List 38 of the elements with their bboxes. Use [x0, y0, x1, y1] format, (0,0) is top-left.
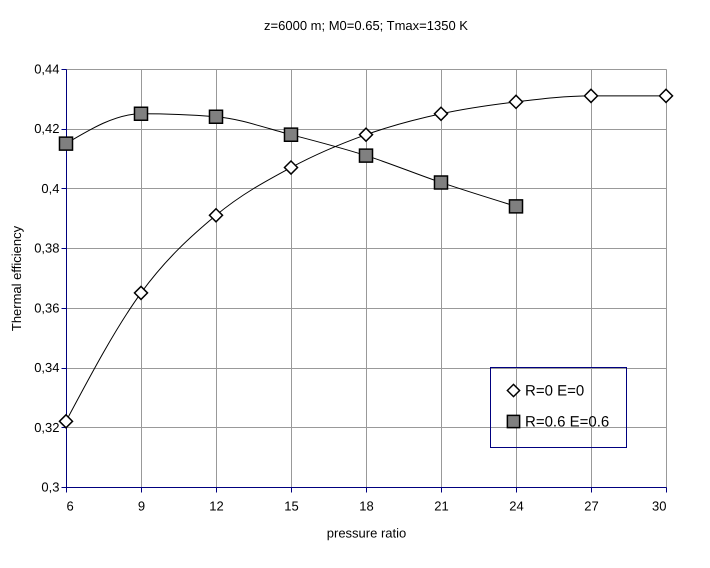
point	[584, 88, 598, 104]
point	[208, 208, 224, 223]
point	[434, 175, 448, 190]
y-tick-label: 0,36	[34, 300, 60, 316]
point	[284, 160, 298, 175]
legend-label: R=0.6 E=0.6	[525, 414, 610, 430]
y-axis-title: Thermal efficiency	[9, 225, 24, 332]
point	[508, 94, 524, 110]
y-tick-label: 0,42	[34, 121, 60, 136]
y-tick-label: 0,4	[41, 180, 60, 196]
point	[58, 136, 74, 151]
point	[358, 127, 374, 142]
y-tick-label: 0,32	[34, 420, 60, 435]
chart-title: z=6000 m; M0=0.65; Tmax=1350 K	[264, 18, 468, 33]
point	[134, 106, 148, 122]
x-tick-label: 30	[652, 498, 666, 514]
point	[434, 106, 448, 122]
x-tick-label: 18	[359, 498, 374, 514]
x-tick-label: 9	[138, 498, 146, 514]
point	[508, 199, 524, 214]
y-tick-label: 0,38	[34, 240, 60, 256]
x-tick-label: 24	[509, 498, 524, 514]
x-axis-title: pressure ratio	[326, 526, 406, 540]
legend-label: R=0 E=0	[525, 382, 584, 400]
y-tick-label: 0,3	[41, 480, 60, 494]
x-tick-label: 27	[584, 498, 599, 514]
x-tick-label: 6	[66, 498, 74, 514]
x-tick-label: 15	[284, 498, 299, 514]
point	[658, 88, 674, 104]
point	[284, 127, 298, 142]
y-tick-label: 0,34	[34, 360, 60, 376]
point	[208, 110, 224, 124]
point	[58, 414, 74, 429]
x-tick-label: 21	[434, 498, 449, 514]
y-tick-label: 0,44	[34, 62, 60, 76]
x-tick-label: 12	[209, 498, 224, 514]
point	[358, 148, 374, 163]
point	[134, 286, 148, 300]
